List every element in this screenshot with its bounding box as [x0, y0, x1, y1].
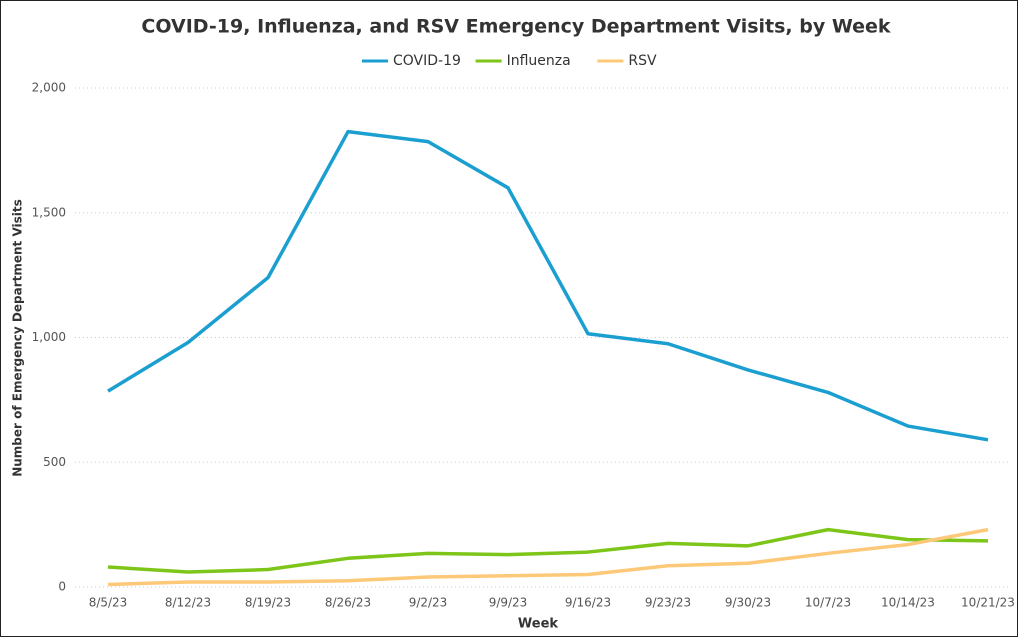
y-tick-label: 500	[43, 455, 66, 469]
x-tick-label: 9/2/23	[409, 596, 448, 610]
legend-label: RSV	[628, 53, 657, 69]
y-tick-label: 1,000	[32, 330, 66, 344]
y-axis-label: Number of Emergency Department Visits	[11, 199, 25, 477]
x-tick-label: 8/26/23	[325, 596, 371, 610]
series-line	[107, 129, 989, 442]
x-tick-label: 8/5/23	[89, 596, 128, 610]
y-tick-label: 2,000	[32, 81, 66, 95]
series-line	[107, 527, 989, 587]
x-tick-label: 8/19/23	[245, 596, 291, 610]
x-tick-label: 9/23/23	[645, 596, 691, 610]
x-tick-label: 10/7/23	[805, 596, 851, 610]
y-tick-label: 0	[58, 580, 66, 594]
y-tick-label: 1,500	[32, 205, 66, 219]
x-tick-label: 9/16/23	[565, 596, 611, 610]
x-tick-label: 8/12/23	[165, 596, 211, 610]
series-line	[107, 527, 989, 574]
chart-title: COVID-19, Influenza, and RSV Emergency D…	[141, 16, 891, 38]
legend-label: COVID-19	[393, 53, 461, 69]
x-tick-label: 9/9/23	[489, 596, 528, 610]
legend-label: Influenza	[507, 53, 571, 69]
x-axis-label: Week	[518, 617, 559, 632]
x-tick-label: 10/21/23	[961, 596, 1015, 610]
x-tick-label: 9/30/23	[725, 596, 771, 610]
x-tick-label: 10/14/23	[881, 596, 935, 610]
